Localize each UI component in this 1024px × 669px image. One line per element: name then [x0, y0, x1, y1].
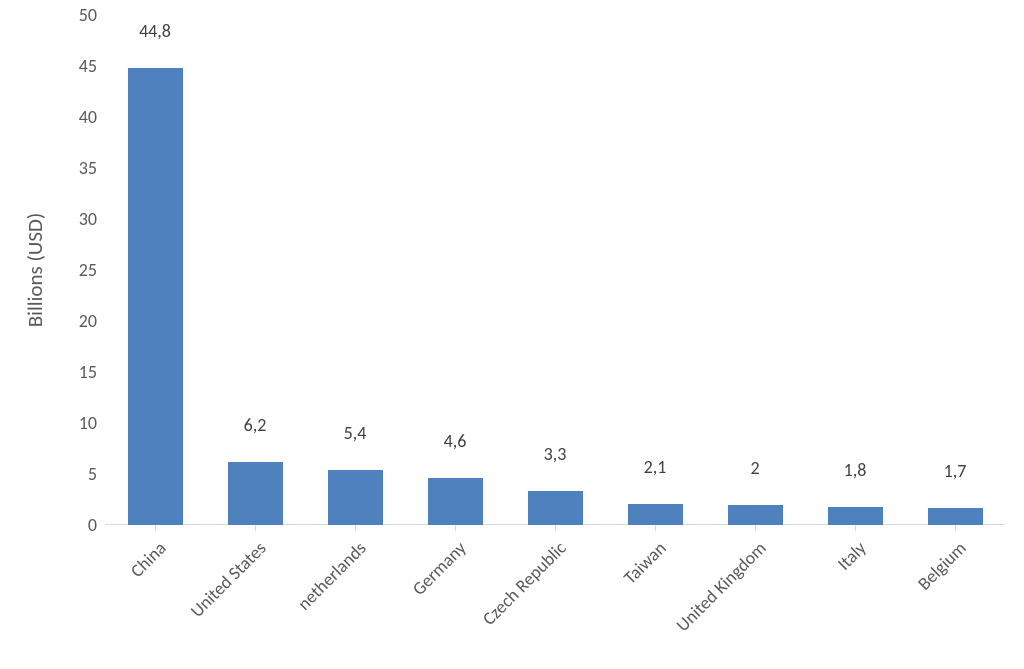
y-tick-label: 35 — [79, 157, 105, 179]
bar-value-label: 2,1 — [644, 456, 667, 478]
y-tick-label: 0 — [88, 514, 105, 536]
plot-area: 0510152025303540455044,8China6,2United S… — [105, 15, 1005, 525]
x-tick — [955, 525, 956, 531]
x-tick — [655, 525, 656, 531]
x-tick — [455, 525, 456, 531]
bar — [228, 462, 283, 525]
x-tick — [555, 525, 556, 531]
bar-value-label: 6,2 — [244, 414, 267, 436]
bar-value-label: 2 — [750, 457, 759, 479]
y-tick-label: 30 — [79, 208, 105, 230]
bar — [128, 68, 183, 525]
bar-chart: 0510152025303540455044,8China6,2United S… — [0, 0, 1024, 669]
y-tick-label: 5 — [88, 463, 105, 485]
bar-value-label: 4,6 — [444, 430, 467, 452]
bar-value-label: 3,3 — [544, 443, 567, 465]
bar-value-label: 44,8 — [139, 20, 171, 42]
y-axis-title: Billions (USD) — [22, 213, 48, 328]
x-tick — [155, 525, 156, 531]
y-tick-label: 50 — [79, 4, 105, 26]
y-tick-label: 15 — [79, 361, 105, 383]
bar-value-label: 1,7 — [944, 460, 967, 482]
y-tick-label: 10 — [79, 412, 105, 434]
bar-value-label: 1,8 — [844, 459, 867, 481]
y-tick-label: 20 — [79, 310, 105, 332]
x-category-label: United Kingdom — [755, 454, 854, 553]
x-tick — [855, 525, 856, 531]
y-tick-label: 25 — [79, 259, 105, 281]
y-tick-label: 40 — [79, 106, 105, 128]
y-tick-label: 45 — [79, 55, 105, 77]
x-tick — [255, 525, 256, 531]
bar-value-label: 5,4 — [344, 422, 367, 444]
x-tick — [755, 525, 756, 531]
x-tick — [355, 525, 356, 531]
